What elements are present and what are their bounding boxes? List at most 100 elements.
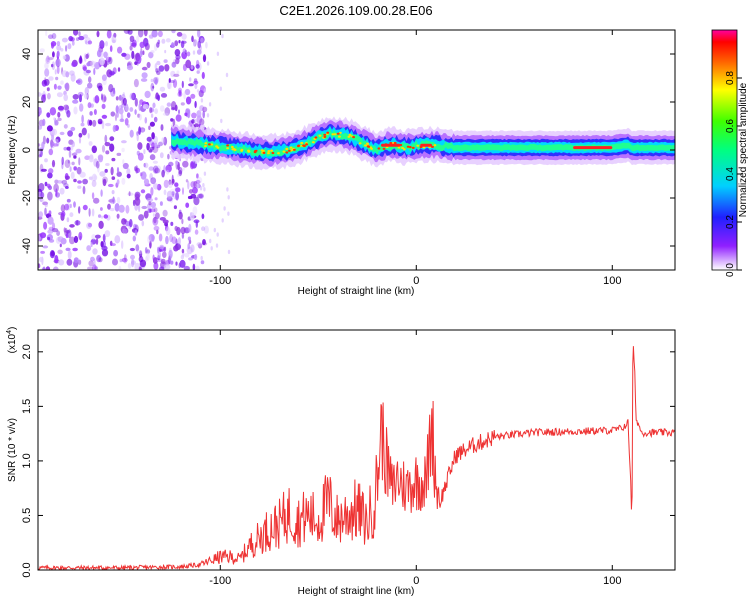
noise-dot [143, 30, 148, 37]
noise-dot [156, 183, 162, 191]
ridge-speckle [408, 146, 412, 149]
noise-dot [102, 176, 108, 184]
colorbar-label: Normalized spectral amplitude [738, 82, 749, 217]
noise-dot [92, 173, 97, 182]
noise-dot [153, 216, 157, 224]
noise-dot [66, 258, 73, 266]
noise-dot [88, 141, 93, 146]
noise-dot [139, 41, 145, 48]
noise-dot [61, 179, 68, 185]
ridge-speckle [285, 151, 289, 154]
noise-dot [108, 70, 116, 76]
noise-dot [93, 175, 98, 181]
noise-dot [185, 202, 190, 208]
noise-dot [122, 228, 128, 234]
noise-dot [148, 166, 154, 171]
noise-dot [44, 202, 48, 208]
spectrogram-ridge [171, 116, 675, 171]
noise-dot [114, 235, 121, 244]
noise-dot [196, 176, 203, 184]
noise-dot [82, 204, 88, 211]
noise-dot [126, 65, 134, 71]
noise-dot [98, 85, 103, 92]
noise-dot [154, 197, 158, 201]
noise-dot [155, 68, 159, 73]
noise-dot [226, 187, 229, 192]
noise-dot [142, 50, 145, 55]
noise-dot [47, 92, 51, 100]
noise-dot [44, 207, 47, 216]
ridge-speckle [271, 151, 275, 155]
noise-dot [71, 161, 75, 166]
noise-dot [66, 146, 71, 151]
noise-dot [178, 89, 182, 96]
noise-dot [44, 62, 49, 70]
noise-dot [115, 96, 119, 101]
ridge-speckle [326, 131, 330, 134]
noise-dot [92, 264, 97, 270]
noise-dot [48, 168, 54, 174]
noise-dot [189, 77, 192, 82]
noise-dot [180, 40, 185, 49]
ridge-speckle [312, 141, 315, 144]
noise-dot [78, 31, 81, 37]
noise-dot [73, 152, 78, 156]
y-tick-label: 0 [21, 147, 33, 153]
noise-dot [206, 61, 210, 66]
ridge-speckle [254, 149, 258, 152]
noise-dot [106, 30, 112, 39]
noise-dot [86, 222, 92, 229]
noise-dot [129, 247, 135, 252]
noise-dot [133, 53, 140, 62]
noise-dot [172, 79, 178, 88]
noise-dot [116, 152, 122, 156]
noise-dot [69, 236, 75, 245]
ridge-speckle [215, 145, 219, 148]
noise-dot [71, 141, 75, 148]
noise-dot [73, 257, 79, 264]
noise-dot [121, 147, 125, 153]
noise-dot [163, 59, 168, 63]
noise-dot [168, 249, 173, 259]
noise-dot [91, 208, 95, 217]
snr-y-label: SNR (10 * v/v) [7, 418, 18, 482]
noise-dot [127, 263, 132, 269]
noise-dot [146, 61, 151, 69]
noise-dot [177, 237, 181, 246]
noise-dot [47, 229, 54, 234]
noise-dot [150, 82, 155, 92]
noise-dot [112, 125, 117, 133]
noise-dot [138, 266, 142, 270]
noise-dot [160, 93, 168, 98]
noise-dot [56, 92, 63, 98]
noise-dot [154, 142, 158, 148]
noise-dot [100, 207, 103, 211]
noise-dot [53, 138, 59, 143]
noise-dot [38, 256, 44, 263]
noise-dot [110, 166, 114, 176]
noise-dot [99, 40, 105, 49]
noise-dot [175, 114, 182, 122]
noise-dot [181, 248, 185, 254]
noise-dot [73, 201, 76, 208]
noise-dot [124, 53, 131, 60]
noise-dot [176, 32, 183, 37]
ridge-speckle [393, 141, 397, 145]
noise-dot [164, 107, 171, 116]
colorbar-tick-label: 0.8 [725, 71, 736, 85]
noise-dot [126, 168, 131, 175]
x-tick-label: -100 [209, 575, 231, 587]
noise-dot [69, 212, 74, 218]
ridge-speckle [232, 148, 236, 151]
noise-dot [194, 229, 199, 235]
noise-dot [122, 162, 129, 170]
noise-dot [202, 239, 206, 246]
noise-dot [104, 168, 108, 173]
noise-dot [170, 260, 174, 265]
noise-dot [63, 104, 69, 111]
noise-dot [90, 256, 95, 262]
ridge-speckle [287, 149, 291, 152]
noise-dot [194, 84, 197, 90]
ridge-speckle [338, 135, 341, 138]
